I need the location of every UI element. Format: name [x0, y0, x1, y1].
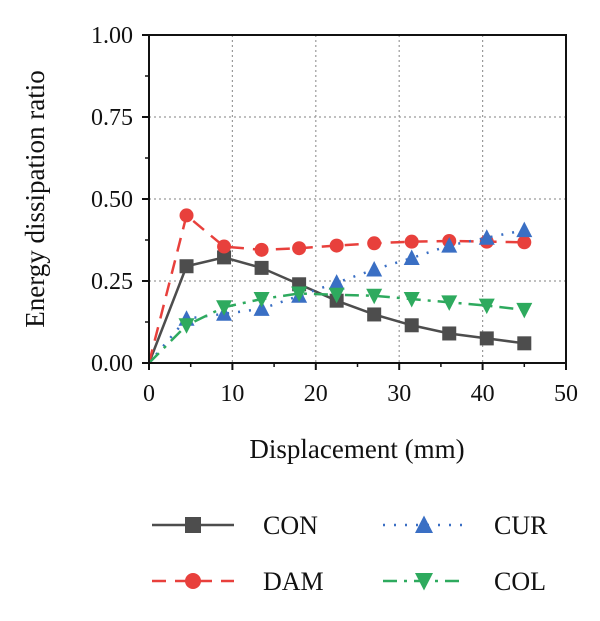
data-point-con: [442, 326, 457, 341]
legend-marker-con: [185, 517, 201, 533]
legend-marker-cur: [415, 515, 433, 533]
series-con: [147, 250, 532, 364]
data-point-con: [367, 307, 382, 322]
x-tick-label: 30: [387, 381, 411, 407]
data-point-con: [179, 259, 194, 274]
legend-item-dam: DAM: [152, 567, 324, 596]
series-line-con: [147, 256, 525, 364]
legend-item-cur: CUR: [383, 511, 548, 540]
legend-label-cur: CUR: [494, 511, 548, 540]
data-point-col: [178, 318, 195, 334]
data-point-con: [479, 331, 494, 346]
legend-label-col: COL: [494, 567, 546, 596]
data-point-con: [517, 336, 532, 351]
data-point-dam: [254, 242, 269, 257]
grid-layer: [149, 35, 566, 363]
plot-frame: [148, 34, 567, 364]
series-col: [148, 286, 533, 364]
data-point-col: [366, 288, 383, 305]
data-point-con: [217, 250, 232, 265]
data-point-cur: [403, 249, 420, 266]
legend-item-con: CON: [152, 511, 318, 540]
data-point-con: [404, 318, 419, 333]
data-point-col: [441, 295, 458, 311]
data-point-dam: [292, 241, 307, 256]
data-point-dam: [517, 235, 532, 250]
y-axis-title: Energy dissipation ratio: [20, 70, 50, 327]
data-point-cur: [478, 229, 495, 245]
legend-item-col: COL: [383, 567, 546, 596]
data-point-dam: [217, 239, 232, 254]
legend-marker-col: [415, 573, 433, 591]
data-point-dam: [179, 208, 194, 223]
data-point-dam: [329, 238, 344, 253]
y-tick-label: 0.25: [91, 269, 133, 295]
x-tick-label: 50: [554, 381, 578, 407]
legend: CON CUR DAM COL: [152, 511, 548, 596]
y-tick-label: 0.75: [91, 105, 133, 131]
data-point-cur: [366, 261, 383, 277]
data-point-dam: [404, 234, 419, 249]
data-point-cur: [253, 300, 270, 316]
series-line-dam: [147, 213, 525, 364]
data-point-col: [516, 302, 533, 319]
data-point-col: [253, 292, 270, 308]
data-point-cur: [328, 274, 345, 290]
data-point-col: [478, 298, 495, 315]
legend-marker-dam: [185, 573, 201, 589]
legend-label-con: CON: [263, 511, 318, 540]
data-point-dam: [367, 236, 382, 251]
x-tick-label: 0: [143, 381, 155, 407]
data-point-cur: [516, 221, 533, 238]
data-point-col: [216, 300, 233, 316]
data-point-col: [403, 292, 420, 308]
x-tick-label: 10: [220, 381, 244, 407]
x-tick-label: 20: [304, 381, 328, 407]
x-axis-title: Displacement (mm): [249, 434, 464, 464]
x-tick-label: 40: [471, 381, 495, 407]
legend-label-dam: DAM: [263, 567, 324, 596]
data-point-col: [291, 286, 308, 302]
series-layer: [147, 208, 533, 364]
y-tick-label: 0.50: [91, 187, 133, 213]
data-point-cur: [441, 237, 458, 253]
y-tick-label: 1.00: [91, 23, 133, 49]
axes-layer: 0 10 20 30 40 50 0.00 0.25 0.50 0.75 1.00: [91, 23, 578, 407]
data-point-col: [328, 287, 345, 304]
y-tick-label: 0.00: [91, 351, 133, 377]
data-point-con: [254, 260, 269, 275]
